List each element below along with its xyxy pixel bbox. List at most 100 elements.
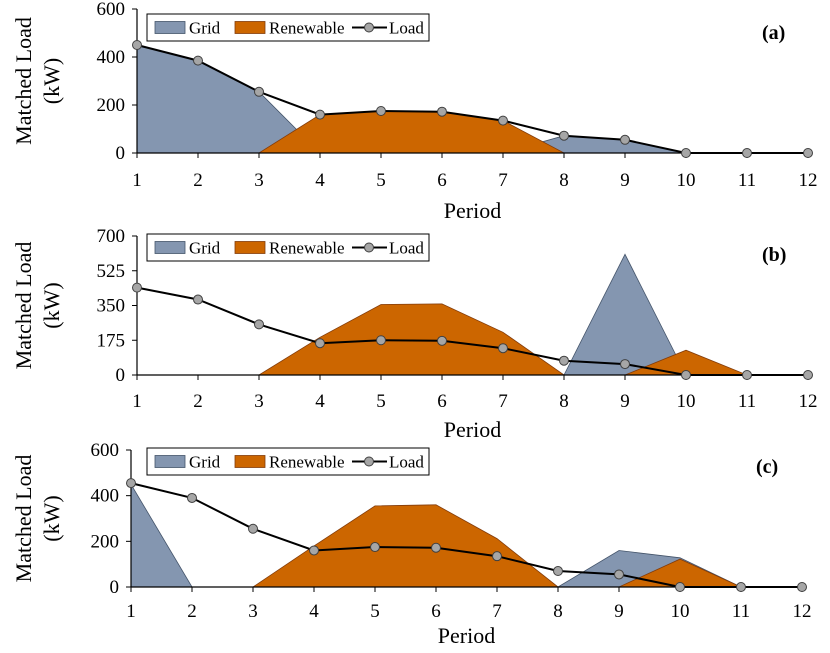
y-axis-title-line2: (kW) <box>39 282 64 328</box>
y-tick-label: 600 <box>91 440 120 461</box>
x-tick-label: 7 <box>492 601 502 622</box>
x-tick-label: 10 <box>671 601 690 622</box>
legend-swatch-grid <box>154 241 186 254</box>
x-tick-label: 12 <box>799 170 818 191</box>
load-point <box>803 148 813 158</box>
x-tick-label: 1 <box>126 601 136 622</box>
load-point <box>254 319 264 330</box>
load-point <box>736 582 746 592</box>
y-axis-title: Matched Load (kW) <box>11 242 64 370</box>
legend: Grid Renewable Load <box>146 447 430 476</box>
legend-swatch-grid <box>154 21 186 34</box>
legend-swatch-renewable <box>234 241 266 254</box>
load-line <box>136 44 808 154</box>
y-axis-title: Matched Load (kW) <box>11 17 64 145</box>
x-tick-label: 8 <box>559 391 569 412</box>
load-point <box>437 106 447 117</box>
y-axis-title-line1: Matched Load <box>11 17 36 145</box>
load-point <box>126 478 136 489</box>
legend-label-grid: Grid <box>189 19 221 38</box>
x-tick-label: 2 <box>193 170 203 191</box>
load-point <box>187 492 197 503</box>
x-tick-label: 2 <box>187 601 197 622</box>
load-point <box>803 370 813 380</box>
x-tick-label: 11 <box>732 601 750 622</box>
legend-label-load: Load <box>389 239 424 258</box>
y-tick-label: 0 <box>110 577 120 598</box>
y-tick-label: 175 <box>97 330 126 351</box>
y-axis-title: Matched Load (kW) <box>11 455 64 583</box>
load-point <box>315 109 325 120</box>
y-tick-label: 600 <box>97 0 126 20</box>
load-line <box>130 482 802 588</box>
x-tick-label: 6 <box>437 391 447 412</box>
x-axis-title: Period <box>444 198 501 223</box>
y-tick-label: 200 <box>91 531 120 552</box>
load-point <box>620 359 630 370</box>
load-point <box>681 148 691 158</box>
x-tick-label: 9 <box>620 170 630 191</box>
x-tick-label: 8 <box>559 170 569 191</box>
x-tick-label: 6 <box>431 601 441 622</box>
load-point <box>193 294 203 305</box>
panel-label: (c) <box>756 456 778 478</box>
x-tick-label: 2 <box>193 391 203 412</box>
load-point <box>620 134 630 145</box>
x-tick-label: 5 <box>376 391 386 412</box>
load-point <box>254 86 264 97</box>
load-point <box>248 523 258 534</box>
legend: Grid Renewable Load <box>146 13 430 42</box>
legend-label-renewable: Renewable <box>269 453 345 472</box>
x-tick-label: 9 <box>620 391 630 412</box>
legend: Grid Renewable Load <box>146 233 430 262</box>
x-tick-label: 10 <box>677 170 696 191</box>
panel-label: (a) <box>762 22 785 44</box>
x-tick-label: 12 <box>799 391 818 412</box>
legend-label-load: Load <box>389 19 424 38</box>
load-point <box>315 338 325 349</box>
load-point <box>797 582 807 592</box>
y-axis-title-line1: Matched Load <box>11 242 36 370</box>
x-tick-label: 9 <box>614 601 624 622</box>
legend-swatch-renewable <box>234 455 266 468</box>
load-point <box>614 569 624 580</box>
load-line <box>136 286 808 376</box>
x-tick-label: 3 <box>254 391 264 412</box>
load-point <box>376 106 386 116</box>
y-axis-title-line2: (kW) <box>39 58 64 104</box>
x-tick-label: 3 <box>254 170 264 191</box>
load-point <box>742 148 752 158</box>
legend-label-renewable: Renewable <box>269 19 345 38</box>
x-tick-label: 5 <box>376 170 386 191</box>
x-tick-label: 6 <box>437 170 447 191</box>
y-tick-label: 0 <box>116 143 126 164</box>
y-axis-title-line2: (kW) <box>39 495 64 541</box>
load-point <box>132 282 142 293</box>
load-point <box>559 130 569 141</box>
x-tick-label: 12 <box>793 601 812 622</box>
load-point <box>553 566 563 577</box>
y-tick-label: 525 <box>97 261 126 282</box>
load-point <box>681 370 691 380</box>
x-tick-label: 1 <box>132 170 142 191</box>
x-tick-label: 11 <box>738 391 756 412</box>
legend-marker-load <box>364 22 374 33</box>
x-tick-label: 10 <box>677 391 696 412</box>
x-tick-label: 4 <box>309 601 319 622</box>
legend-swatch-grid <box>154 455 186 468</box>
legend-label-renewable: Renewable <box>269 239 345 258</box>
load-point <box>193 55 203 66</box>
load-point <box>431 542 441 553</box>
y-tick-label: 0 <box>116 365 126 386</box>
load-point <box>309 545 319 556</box>
y-axis-title-line1: Matched Load <box>11 455 36 583</box>
load-point <box>559 355 569 366</box>
panel-label: (b) <box>762 244 786 266</box>
x-tick-label: 7 <box>498 170 508 191</box>
y-tick-label: 700 <box>97 226 126 247</box>
legend-label-grid: Grid <box>189 239 221 258</box>
